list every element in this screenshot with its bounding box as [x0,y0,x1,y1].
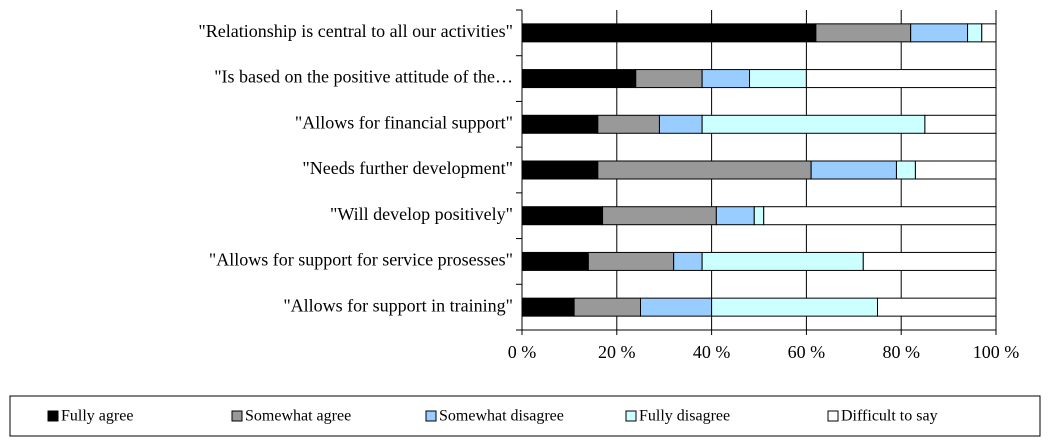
x-tick-label: 60 % [788,342,826,362]
legend-swatch [625,410,637,422]
y-tick-label: "Relationship is central to all our acti… [198,21,513,41]
legend-label: Somewhat agree [245,408,351,425]
legend-swatch [231,410,243,422]
legend-swatch [827,410,839,422]
bar-segment [673,251,703,271]
bar-segment [981,23,997,43]
bar-segment [862,251,997,271]
bar-segment [521,23,817,43]
bar-segment [640,297,713,317]
bar-segment [715,206,755,226]
bar-segment [521,251,589,271]
x-tick-label: 80 % [882,342,920,362]
bar-segment [967,23,983,43]
legend-label: Fully disagree [639,408,730,425]
legend: Fully agree Somewhat agree Somewhat disagr… [47,408,938,425]
bar-segment [924,114,997,134]
bar-segment [521,297,575,317]
bar-segment [521,160,599,180]
bar-segment [910,23,969,43]
bar-segment [635,69,703,89]
bar-segment [815,23,912,43]
bar-segment [701,69,751,89]
y-tick-label: "Allows for support in training" [283,295,513,315]
y-tick-label: "Allows for financial support" [295,112,513,132]
bar-segment [763,206,997,226]
bar-segment [587,251,675,271]
legend-label: Fully agree [61,408,133,425]
y-tick-label: "Allows for support for service prosesse… [209,250,513,270]
legend-label: Difficult to say [841,408,938,425]
y-tick-label: "Needs further development" [302,158,513,178]
legend-label: Somewhat disagree [439,408,564,425]
y-tick-label: "Is based on the positive attitude of th… [214,67,513,87]
bar-segment [521,69,637,89]
bar-segment [573,297,642,317]
bar-segment [602,206,717,226]
bar-segment [753,206,765,226]
x-tick-label: 20 % [598,342,636,362]
y-tick-label: "Will develop positively" [330,204,513,224]
x-tick-label: 40 % [693,342,731,362]
bar-segment [877,297,997,317]
x-tick-label: 100 % [973,342,1020,362]
bar-segment [701,114,926,134]
bar-segment [597,114,660,134]
bar-segment [597,160,812,180]
bar-segment [749,69,807,89]
bar-segment [914,160,997,180]
legend-box [9,395,1041,437]
bar-segment [658,114,703,134]
bar-segment [810,160,897,180]
bar-segment [805,69,997,89]
bar-segment [895,160,916,180]
bar-segment [521,114,599,134]
bar-segment [711,297,878,317]
bar-segment [701,251,864,271]
bar-segment [521,206,604,226]
legend-swatch [47,410,59,422]
legend-swatch [425,410,437,422]
x-tick-label: 0 % [508,342,537,362]
